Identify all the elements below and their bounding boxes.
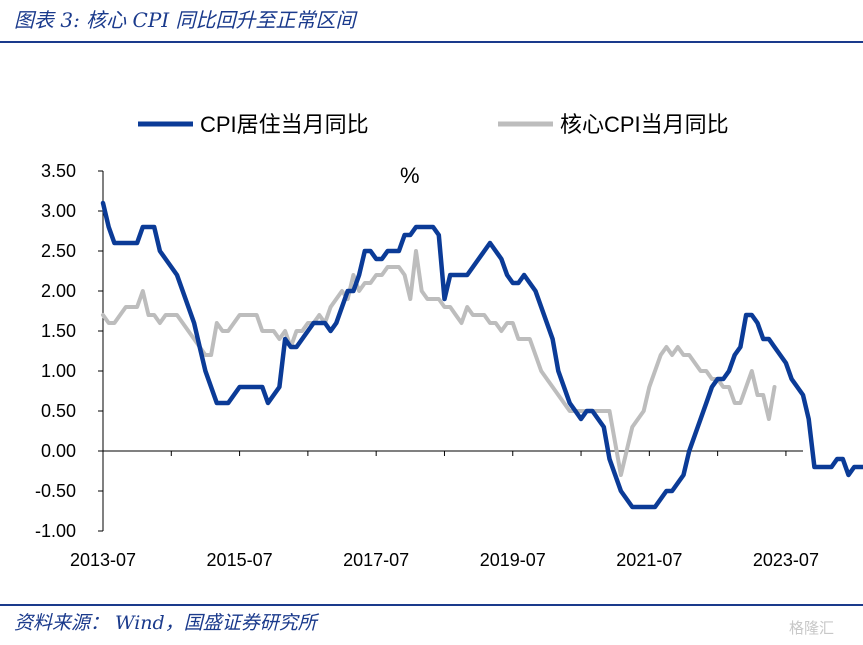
footer-rule [0,604,863,606]
y-tick-label: 0.00 [41,441,76,461]
chart-series [100,200,863,510]
y-tick-label: -0.50 [35,481,76,501]
watermark-logo: 格隆汇 [789,619,835,637]
series-line-core-cpi [101,249,777,477]
figure-title: 图表 3: 核心 CPI 同比回升至正常区间 [14,8,356,32]
y-tick-label: 1.00 [41,361,76,381]
series-line-housing-cpi [100,200,863,510]
y-tick-label: 3.50 [41,161,76,181]
y-tick-label: 2.00 [41,281,76,301]
header-rule [0,41,863,43]
x-tick-label: 2015-07 [207,550,273,570]
unit-label: % [400,163,420,188]
line-chart: CPI居住当月同比 核心CPI当月同比 % 3.50 3.00 2.50 2.00 1.5… [35,112,863,570]
x-tick-label: 2023-07 [753,550,819,570]
legend-item-core-cpi-label: 核心CPI当月同比 [560,112,729,137]
y-tick-label: -1.00 [35,521,76,541]
chart-axes: 3.50 3.00 2.50 2.00 1.50 1.00 0.50 0.00 -0.50 -1.… [35,161,819,570]
y-tick-label: 3.00 [41,201,76,221]
y-tick-label: 1.50 [41,321,76,341]
y-tick-label: 2.50 [41,241,76,261]
x-tick-label: 2019-07 [480,550,546,570]
source-note: 资料来源： Wind，国盛证券研究所 [14,612,317,634]
x-tick-label: 2021-07 [616,550,682,570]
x-tick-label: 2013-07 [70,550,136,570]
y-tick-label: 0.50 [41,401,76,421]
x-tick-label: 2017-07 [343,550,409,570]
legend-item-housing-cpi-label: CPI居住当月同比 [200,112,369,137]
chart-legend: CPI居住当月同比 核心CPI当月同比 [138,112,729,137]
